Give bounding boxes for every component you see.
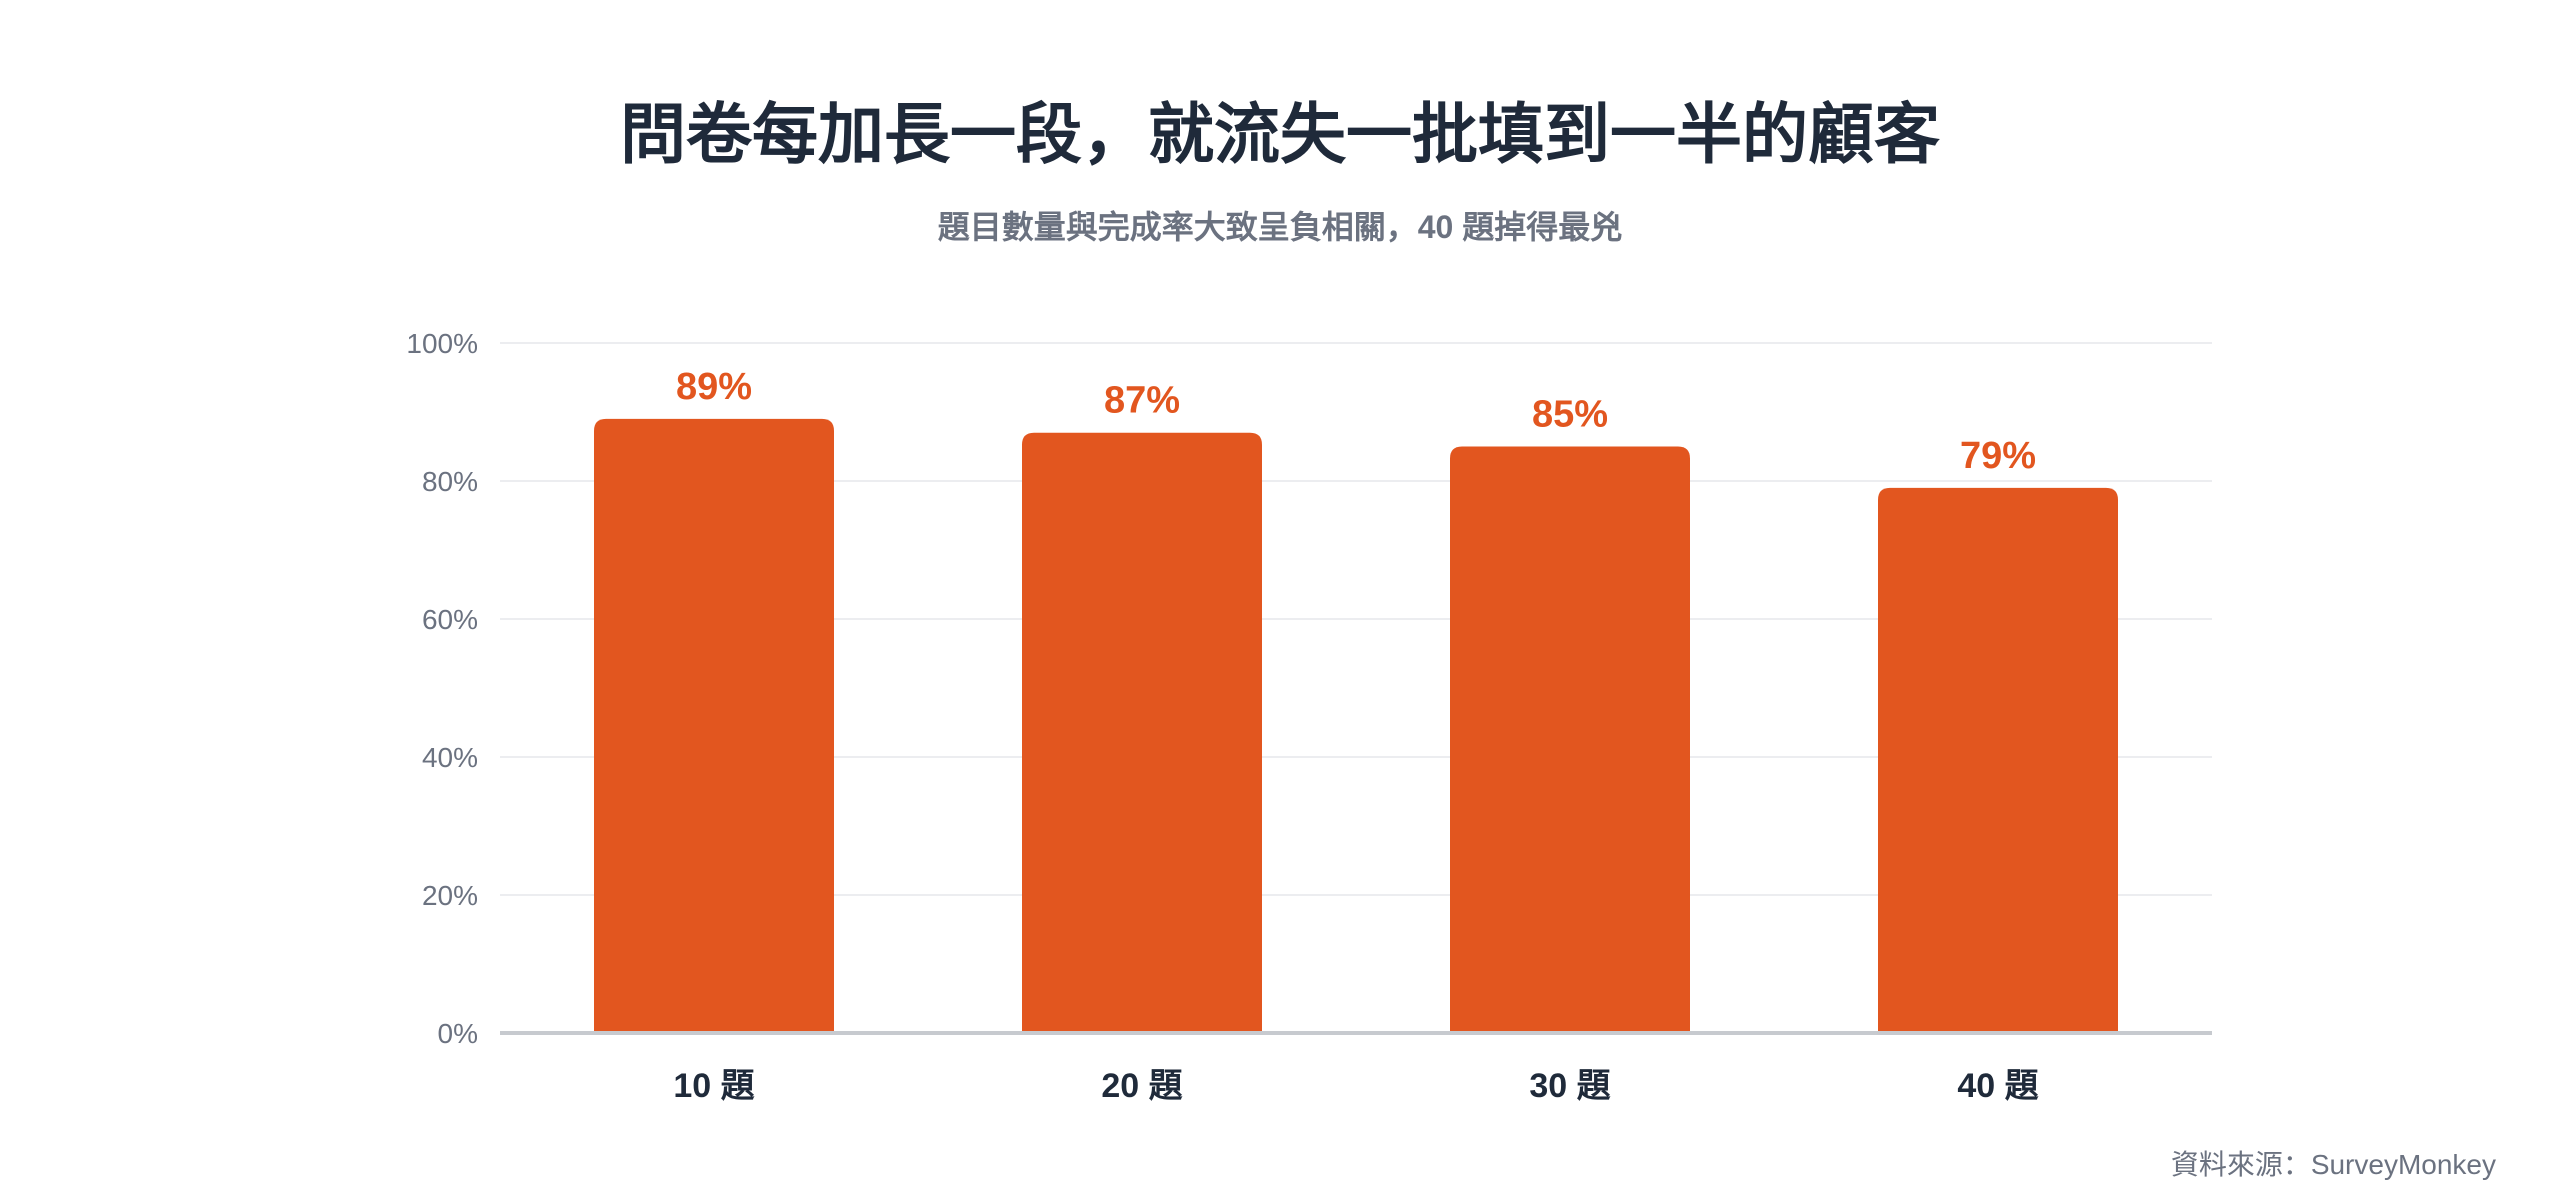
bar <box>1450 446 1690 1033</box>
x-tick-label: 10 題 <box>673 1067 754 1105</box>
y-tick-label: 80% <box>422 466 478 497</box>
data-label: 87% <box>1104 380 1180 422</box>
y-tick-label: 0% <box>438 1018 478 1049</box>
data-label: 85% <box>1532 394 1608 436</box>
y-axis-ticks: 0% 20% 40% 60% 80% 100% <box>406 328 478 1049</box>
bar <box>594 418 834 1033</box>
source-note: 資料來源：SurveyMonkey <box>2170 1149 2496 1180</box>
data-labels: 89% 87% 85% 79% <box>676 366 2036 477</box>
x-tick-label: 20 題 <box>1101 1067 1182 1105</box>
data-label: 79% <box>1960 435 2036 477</box>
data-label: 89% <box>676 366 752 408</box>
chart-subtitle: 題目數量與完成率大致呈負相關，40 題掉得最兇 <box>937 209 1623 245</box>
x-tick-label: 40 題 <box>1957 1067 2038 1105</box>
x-axis-ticks: 10 題 20 題 30 題 40 題 <box>673 1067 2038 1105</box>
bars <box>594 418 2118 1033</box>
y-tick-label: 100% <box>406 328 478 359</box>
chart-title: 問卷每加長一段，就流失一批填到一半的顧客 <box>620 97 1940 171</box>
y-tick-label: 40% <box>422 742 478 773</box>
y-tick-label: 60% <box>422 604 478 635</box>
x-tick-label: 30 題 <box>1529 1067 1610 1105</box>
bar <box>1878 487 2118 1033</box>
bar <box>1022 432 1262 1033</box>
y-tick-label: 20% <box>422 880 478 911</box>
